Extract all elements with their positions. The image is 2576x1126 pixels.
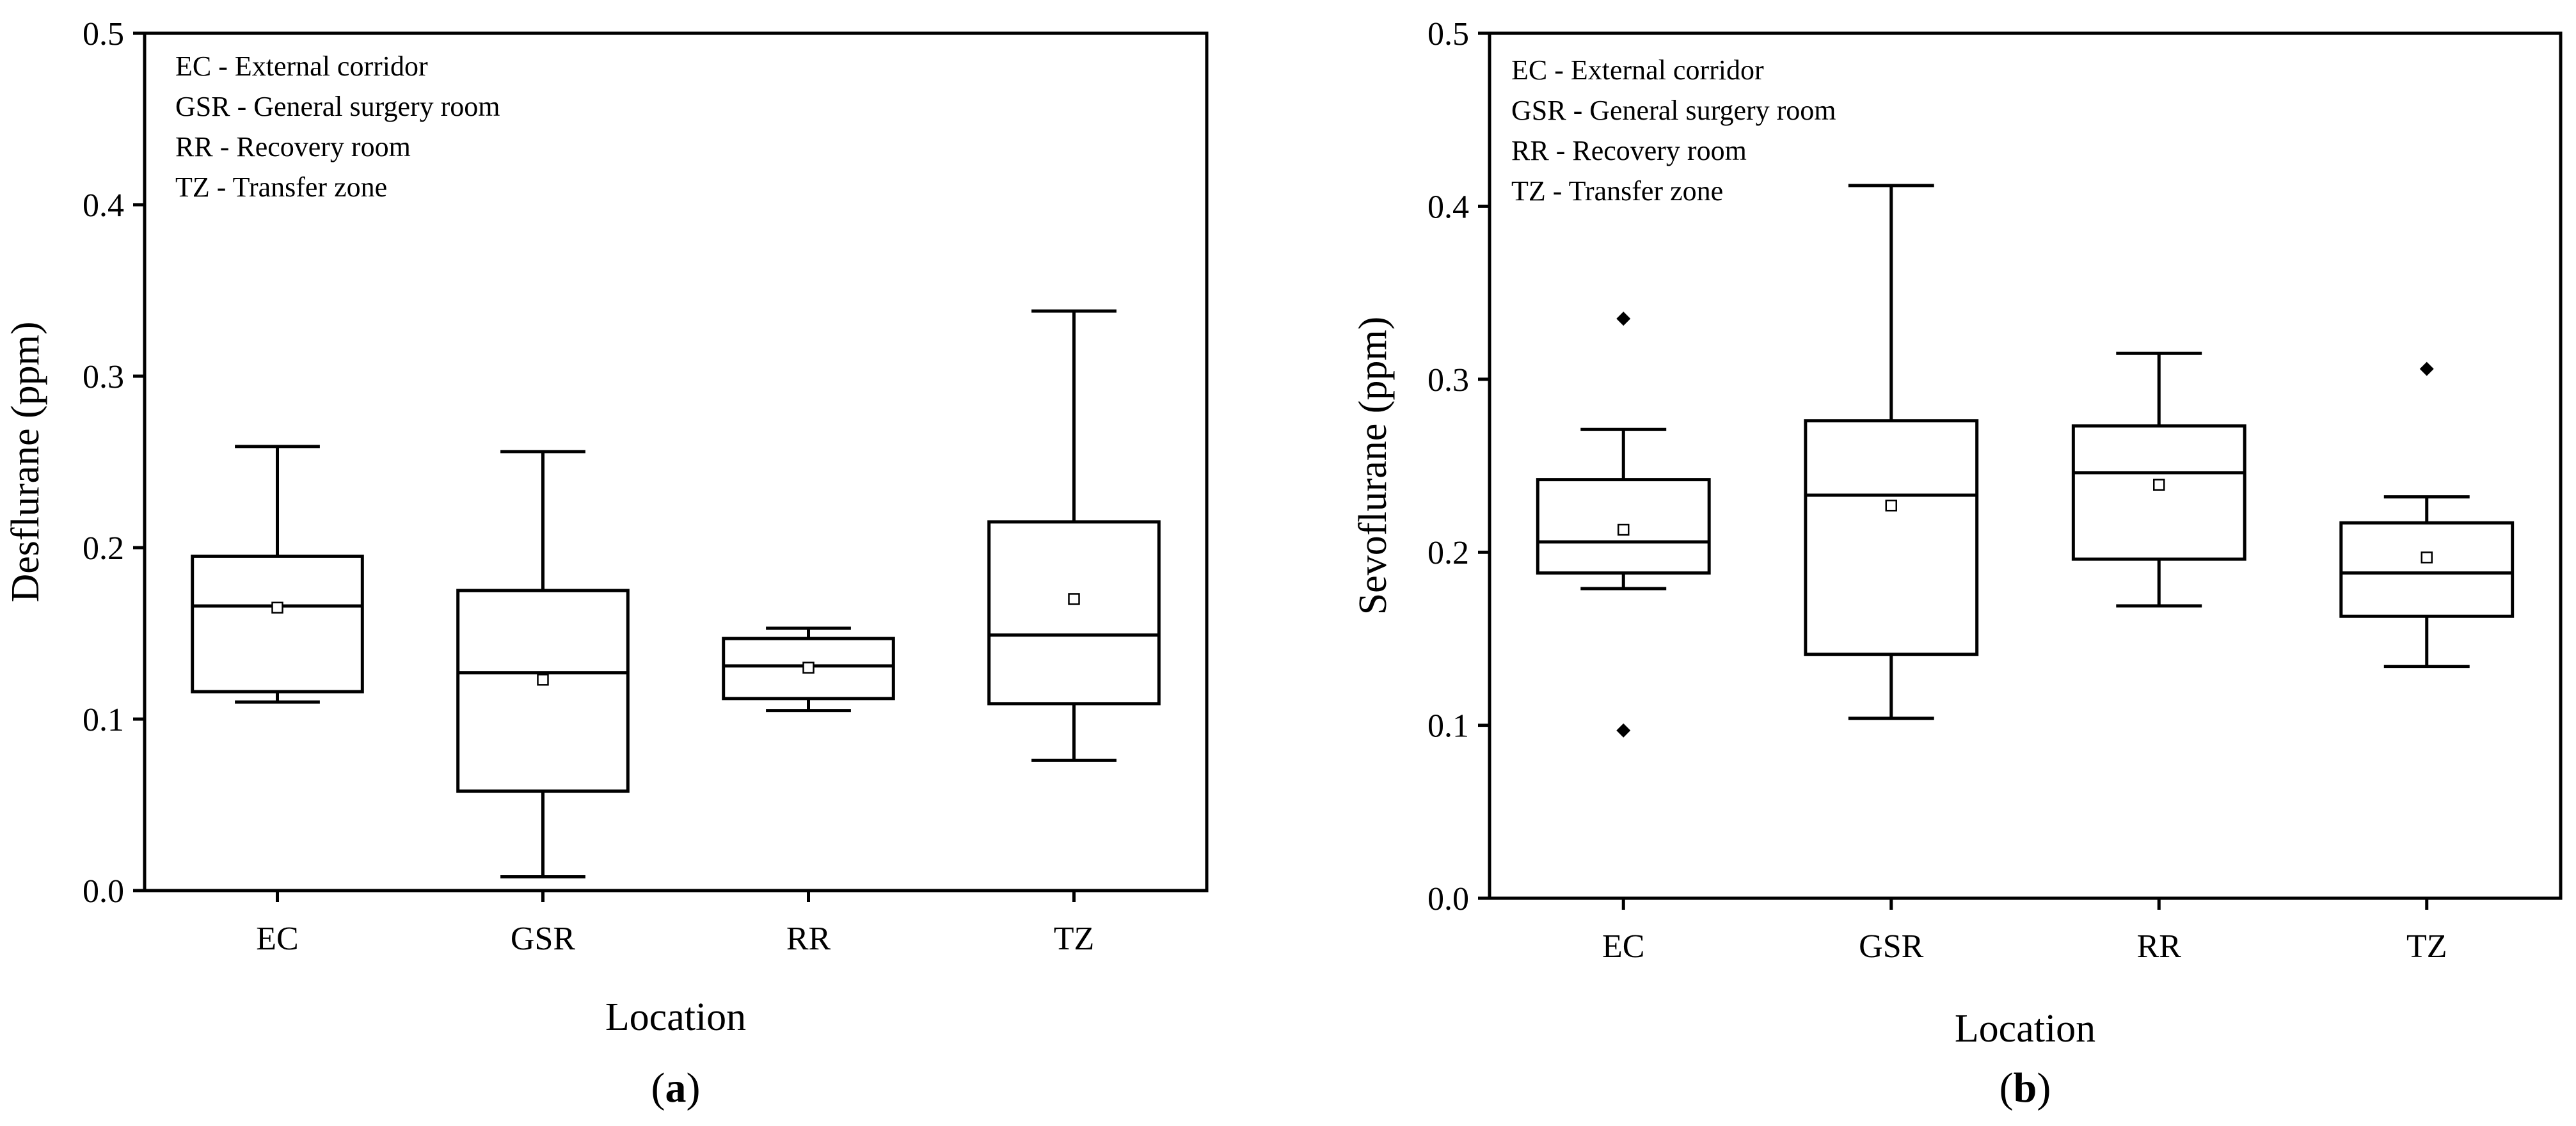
y-tick-label: 0.4 xyxy=(1427,189,1469,225)
panel-label: (a) xyxy=(651,1065,701,1111)
x-axis-title: Location xyxy=(605,995,746,1039)
mean-marker xyxy=(802,662,815,674)
y-tick-label: 0.3 xyxy=(83,359,124,395)
y-tick-label: 0.2 xyxy=(83,530,124,567)
y-tick-label: 0.2 xyxy=(1427,535,1469,571)
mean-marker xyxy=(1068,593,1080,605)
mean-marker xyxy=(1618,523,1630,536)
legend-entry: TZ - Transfer zone xyxy=(1511,175,1723,207)
plot-frame xyxy=(143,31,1209,892)
legend-entry: GSR - General surgery room xyxy=(1511,95,1836,126)
box-iqr xyxy=(1804,419,1979,656)
y-tick-label: 0.5 xyxy=(83,16,124,52)
mean-marker xyxy=(271,601,283,614)
x-tick-label: TZ xyxy=(1054,921,1095,957)
box-iqr xyxy=(2339,521,2515,618)
mean-marker xyxy=(537,674,549,686)
y-tick-label: 0.0 xyxy=(1427,881,1469,917)
mean-marker xyxy=(2421,551,2433,564)
x-axis-title: Location xyxy=(1955,1007,2095,1051)
x-tick-label: TZ xyxy=(2406,928,2447,965)
outlier-point xyxy=(1616,312,1631,326)
y-tick-label: 0.0 xyxy=(83,873,124,910)
y-tick-label: 0.5 xyxy=(1427,16,1469,52)
box-gsr xyxy=(456,450,630,879)
box-ec xyxy=(191,445,364,704)
legend-entry: RR - Recovery room xyxy=(1511,135,1747,166)
x-tick-label: EC xyxy=(256,921,298,957)
box-ec xyxy=(1536,312,1711,738)
box-tz xyxy=(987,309,1161,762)
legend-entry: GSR - General surgery room xyxy=(175,91,500,122)
y-axis-title: Desflurane (ppm) xyxy=(4,322,47,603)
x-tick-label: RR xyxy=(2137,928,2182,965)
box-rr xyxy=(722,626,895,713)
y-axis-title: Sevoflurane (ppm) xyxy=(1351,317,1395,615)
x-tick-label: GSR xyxy=(1859,928,1923,965)
y-tick-label: 0.4 xyxy=(83,187,124,224)
box-iqr xyxy=(987,520,1161,706)
box-gsr xyxy=(1804,184,1979,720)
legend-entry: EC - External corridor xyxy=(1511,54,1764,86)
box-iqr xyxy=(2071,424,2246,561)
outlier-point xyxy=(1616,723,1631,738)
y-tick-label: 0.1 xyxy=(1427,708,1469,745)
panel-a: 0.0 0.1 0.2 0.3 0.4 0.5 EC GSR RR TZ EC - External… xyxy=(4,16,1209,1111)
x-tick-label: GSR xyxy=(511,921,575,957)
plot-frame xyxy=(1488,31,2563,900)
box-iqr xyxy=(191,554,364,694)
legend-entry: EC - External corridor xyxy=(175,51,428,82)
y-tick-label: 0.3 xyxy=(1427,362,1469,399)
box-iqr xyxy=(456,589,630,793)
y-tick-label: 0.1 xyxy=(83,702,124,738)
x-tick-label: RR xyxy=(786,921,831,957)
outlier-point xyxy=(2419,361,2434,376)
panel-b: 0.0 0.1 0.2 0.3 0.4 0.5 EC GSR RR TZ EC - External… xyxy=(1351,16,2563,1111)
box-tz xyxy=(2339,361,2515,669)
mean-marker xyxy=(2153,479,2165,491)
box-rr xyxy=(2071,351,2246,608)
panel-label: (b) xyxy=(2000,1065,2051,1111)
x-tick-label: EC xyxy=(1602,928,1644,965)
legend-entry: TZ - Transfer zone xyxy=(175,171,387,203)
mean-marker xyxy=(1885,499,1897,512)
legend-entry: RR - Recovery room xyxy=(175,131,411,163)
